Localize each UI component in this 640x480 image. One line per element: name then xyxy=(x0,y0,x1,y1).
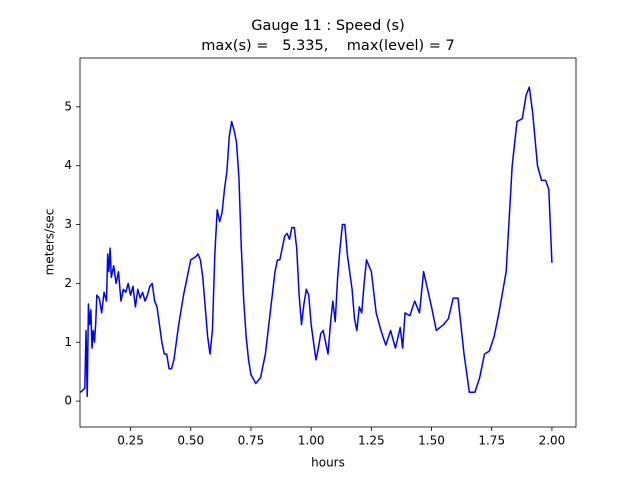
y-tick-label: 0 xyxy=(64,394,72,408)
x-tick-label: 1.25 xyxy=(358,434,385,448)
y-tick-label: 1 xyxy=(64,335,72,349)
x-tick-label: 0.25 xyxy=(117,434,144,448)
y-axis-label: meters/sec xyxy=(43,209,57,276)
y-tick-label: 5 xyxy=(64,99,72,113)
x-tick-label: 0.50 xyxy=(177,434,204,448)
x-tick-label: 1.00 xyxy=(298,434,325,448)
x-axis-label: hours xyxy=(311,456,345,470)
line-series xyxy=(79,86,553,398)
x-tick-label: 1.50 xyxy=(418,434,445,448)
y-tick-label: 3 xyxy=(64,217,72,231)
y-tick-label: 4 xyxy=(64,158,72,172)
chart-subtitle: max(s) = 5.335, max(level) = 7 xyxy=(201,38,455,54)
x-tick-label: 1.75 xyxy=(478,434,505,448)
y-tick-label: 2 xyxy=(64,276,72,290)
x-tick-label: 0.75 xyxy=(238,434,265,448)
x-tick-label: 2.00 xyxy=(539,434,566,448)
plot-frame xyxy=(79,57,577,428)
chart-title: Gauge 11 : Speed (s) xyxy=(251,18,405,34)
